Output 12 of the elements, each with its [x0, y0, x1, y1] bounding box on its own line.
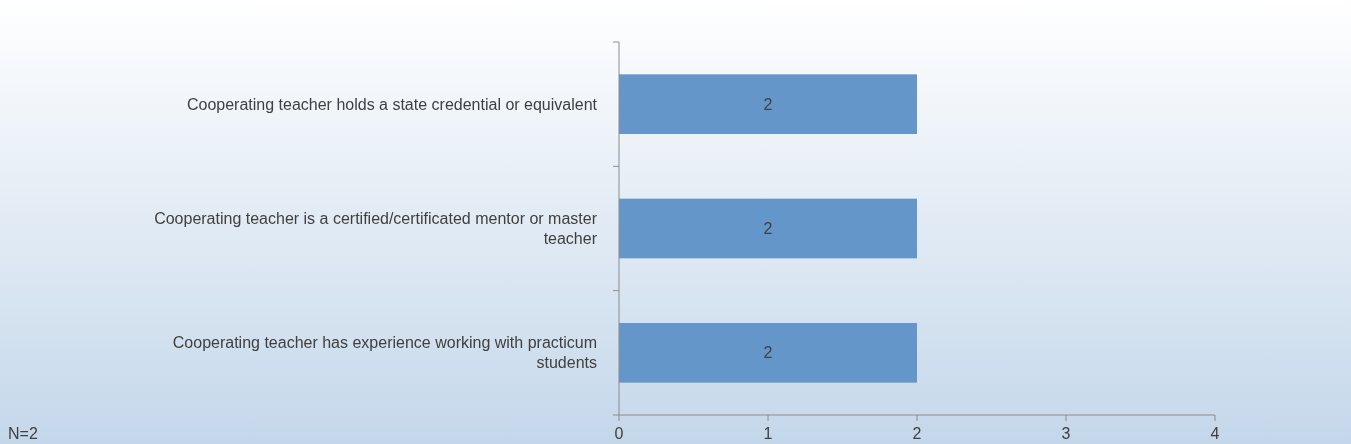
x-tick-label: 0 [614, 425, 624, 442]
x-tick-label: 1 [763, 425, 773, 442]
x-tick-label: 4 [1210, 425, 1220, 442]
x-tick-label: 3 [1061, 425, 1071, 442]
data-label: 2 [763, 344, 773, 362]
y-tick-label: Cooperating teacher holds a state credential or equivalent [186, 95, 598, 113]
data-label: 2 [763, 220, 773, 238]
x-tick-label: 2 [912, 425, 922, 442]
text: N=2 [8, 425, 38, 442]
y-tick-label: Cooperating teacher has experience working with practicum students [172, 334, 597, 372]
y-tick-label: Cooperating teacher is a certified/certificated mentor or master teacher [154, 210, 598, 248]
data-label: 2 [763, 95, 773, 113]
